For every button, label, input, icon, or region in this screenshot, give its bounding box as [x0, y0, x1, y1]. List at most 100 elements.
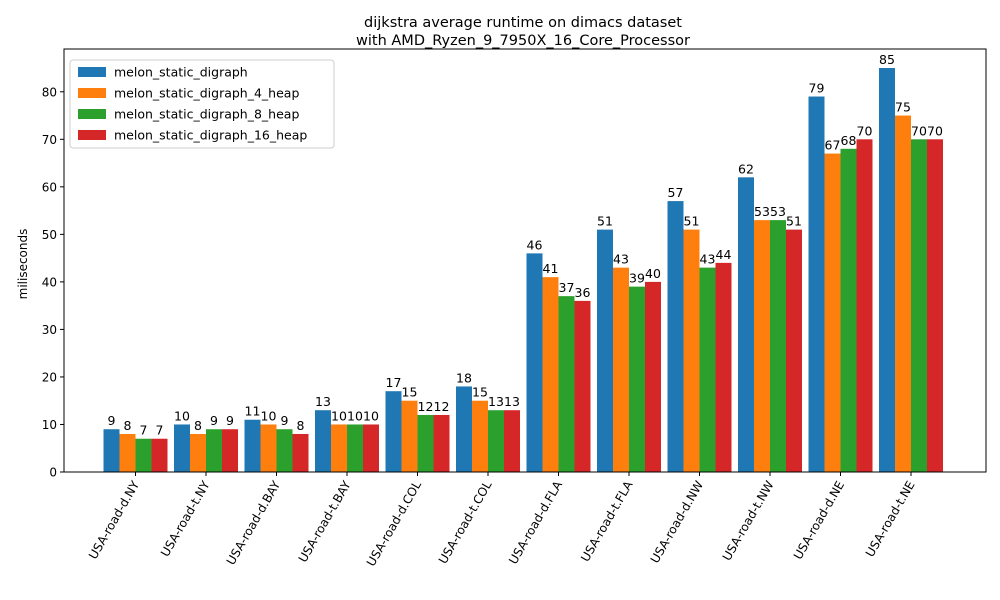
bar-melon_static_digraph_8_heap-USA-road-d.NW	[699, 267, 716, 472]
bar-melon_static_digraph_16_heap-USA-road-d.FLA	[574, 300, 591, 472]
bar-value-label: 46	[527, 237, 543, 252]
bar-melon_static_digraph_4_heap-USA-road-t.COL	[472, 400, 488, 472]
bar-value-label: 70	[927, 123, 943, 138]
bar-value-label: 85	[879, 52, 895, 67]
x-axis: USA-road-d.NY USA-road-t.NY USA-road-d.BAY…	[86, 472, 918, 569]
y-tick-label: 0	[49, 466, 57, 480]
x-tick-label: USA-road-d.FLA	[506, 478, 565, 567]
bar-value-label: 11	[245, 404, 261, 419]
bar-melon_static_digraph_8_heap-USA-road-t.NE	[911, 139, 927, 472]
x-tick-label: USA-road-d.NW	[648, 478, 706, 565]
bar-melon_static_digraph_16_heap-USA-road-t.FLA	[645, 281, 661, 472]
bars-layer	[103, 68, 943, 473]
bar-value-label: 57	[668, 185, 684, 200]
legend-entry-label: melon_static_digraph_8_heap	[114, 107, 299, 122]
bar-value-label: 39	[629, 271, 645, 286]
x-tick-label: USA-road-t.NE	[863, 479, 918, 560]
bar-value-label: 43	[700, 252, 716, 267]
y-tick-label: 80	[42, 85, 57, 99]
bar-value-label: 40	[645, 266, 661, 281]
bar-value-label: 18	[456, 370, 472, 385]
bar-melon_static_digraph_8_heap-USA-road-t.BAY	[347, 424, 363, 472]
bar-melon_static_digraph_4_heap-USA-road-t.NY	[190, 433, 206, 472]
bar-value-label: 51	[786, 214, 802, 229]
y-tick-label: 10	[42, 418, 57, 432]
plot-frame	[63, 48, 987, 473]
bar-melon_static_digraph_8_heap-USA-road-t.NY	[206, 429, 222, 472]
bar-melon_static_digraph_16_heap-USA-road-t.NW	[786, 229, 802, 472]
bar-melon_static_digraph_16_heap-USA-road-t.COL	[504, 410, 520, 472]
legend-frame	[69, 59, 335, 149]
bar-value-label: 79	[809, 81, 825, 96]
bar-value-label: 62	[738, 161, 754, 176]
legend-entry-label: melon_static_digraph_4_heap	[114, 86, 299, 101]
bar-melon_static_digraph_4_heap-USA-road-t.NE	[895, 115, 911, 472]
bar-melon_static_digraph_8_heap-USA-road-t.NW	[770, 220, 786, 472]
bar-melon_static_digraph-USA-road-d.COL	[385, 391, 402, 472]
bar-melon_static_digraph_8_heap-USA-road-d.NE	[840, 148, 857, 472]
bar-melon_static_digraph-USA-road-d.BAY	[244, 419, 261, 472]
y-tick-label: 30	[42, 323, 57, 337]
legend-swatch	[78, 67, 106, 77]
legend: melon_static_digraph melon_static_digraph…	[69, 59, 335, 149]
bar-value-label: 51	[684, 214, 700, 229]
bar-value-label: 37	[559, 280, 575, 295]
bar-melon_static_digraph_16_heap-USA-road-t.NY	[222, 429, 238, 472]
bar-value-label: 9	[108, 413, 116, 428]
bar-melon_static_digraph_8_heap-USA-road-d.NY	[135, 438, 152, 472]
bar-value-label: 10	[261, 408, 277, 423]
x-tick-label: USA-road-t.BAY	[296, 478, 354, 565]
bar-melon_static_digraph_8_heap-USA-road-t.COL	[488, 410, 504, 472]
bar-value-label: 43	[613, 252, 629, 267]
bar-value-label: 70	[857, 123, 873, 138]
y-tick-label: 40	[42, 275, 57, 289]
bar-value-label: 9	[210, 413, 218, 428]
x-tick-label: USA-road-d.NE	[791, 479, 847, 562]
bar-value-label: 10	[363, 408, 379, 423]
bar-melon_static_digraph_8_heap-USA-road-d.BAY	[276, 429, 293, 472]
bar-melon_static_digraph_8_heap-USA-road-d.COL	[417, 414, 434, 472]
bar-value-label: 70	[911, 123, 927, 138]
bar-melon_static_digraph-USA-road-t.NE	[879, 68, 895, 473]
x-tick-label: USA-road-t.FLA	[578, 478, 636, 564]
x-tick-label: USA-road-d.COL	[364, 478, 424, 569]
bar-value-label: 12	[434, 399, 450, 414]
bar-value-label: 53	[770, 204, 786, 219]
x-tick-label: USA-road-t.NW	[720, 478, 777, 563]
y-axis: 0 10 20 30 40 50 60 70 80	[42, 85, 64, 480]
bar-melon_static_digraph_4_heap-USA-road-d.NY	[119, 433, 136, 472]
y-tick-label: 50	[42, 228, 57, 242]
bar-melon_static_digraph_16_heap-USA-road-d.NE	[856, 139, 873, 472]
bar-melon_static_digraph-USA-road-t.COL	[456, 386, 472, 472]
bar-value-label: 12	[418, 399, 434, 414]
bar-melon_static_digraph_16_heap-USA-road-t.NE	[927, 139, 943, 472]
bar-melon_static_digraph_16_heap-USA-road-d.COL	[433, 414, 450, 472]
bar-melon_static_digraph_16_heap-USA-road-t.BAY	[363, 424, 379, 472]
bar-melon_static_digraph-USA-road-t.FLA	[597, 229, 613, 472]
bar-value-label: 36	[575, 285, 591, 300]
bar-value-label: 7	[140, 423, 148, 438]
legend-entry-label: melon_static_digraph	[114, 65, 248, 80]
bar-melon_static_digraph-USA-road-t.BAY	[315, 410, 331, 472]
bar-value-label: 8	[124, 418, 132, 433]
bar-value-label: 41	[543, 261, 559, 276]
legend-swatch	[78, 109, 106, 119]
bar-melon_static_digraph_16_heap-USA-road-d.NW	[715, 262, 732, 472]
bar-melon_static_digraph_8_heap-USA-road-t.FLA	[629, 286, 645, 472]
bar-value-label: 51	[597, 214, 613, 229]
bar-value-label: 13	[504, 394, 520, 409]
bar-melon_static_digraph-USA-road-d.NY	[103, 429, 120, 472]
bar-melon_static_digraph-USA-road-t.NW	[738, 177, 754, 472]
bar-value-label: 13	[488, 394, 504, 409]
bar-value-label: 7	[156, 423, 164, 438]
bar-value-label: 15	[472, 385, 488, 400]
y-tick-label: 60	[42, 180, 57, 194]
y-tick-label: 20	[42, 370, 57, 384]
bar-melon_static_digraph_4_heap-USA-road-d.NE	[824, 153, 841, 472]
bar-value-label: 8	[297, 418, 305, 433]
bar-melon_static_digraph_4_heap-USA-road-d.FLA	[542, 277, 559, 472]
x-tick-label: USA-road-d.NY	[86, 478, 142, 562]
bar-melon_static_digraph_4_heap-USA-road-t.BAY	[331, 424, 347, 472]
bar-melon_static_digraph_16_heap-USA-road-d.BAY	[292, 433, 309, 472]
